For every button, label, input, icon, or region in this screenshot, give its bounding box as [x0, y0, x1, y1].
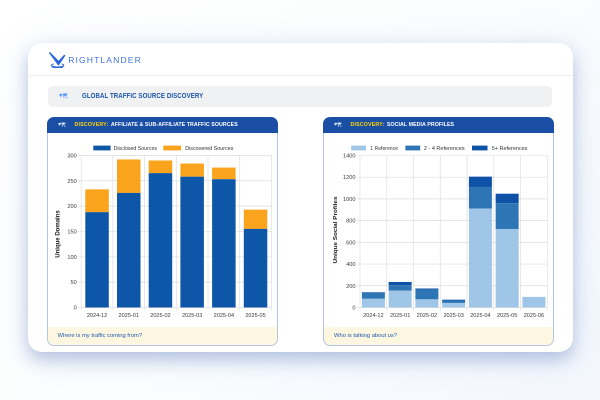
svg-text:2025-05: 2025-05: [245, 313, 265, 319]
svg-text:Disclosed Sources: Disclosed Sources: [113, 146, 156, 152]
svg-text:250: 250: [67, 178, 76, 184]
svg-text:1 Reference: 1 Reference: [370, 146, 398, 152]
svg-text:2025-02: 2025-02: [150, 313, 170, 319]
svg-text:1000: 1000: [343, 196, 355, 202]
svg-text:5+ References: 5+ References: [492, 146, 528, 152]
svg-text:0: 0: [352, 305, 355, 311]
svg-text:Discovered Sources: Discovered Sources: [185, 146, 233, 152]
svg-text:2025-05: 2025-05: [497, 313, 517, 319]
svg-text:2025-01: 2025-01: [390, 313, 410, 319]
svg-text:200: 200: [346, 283, 355, 289]
svg-text:2025-03: 2025-03: [181, 313, 201, 319]
svg-text:Unique Domains: Unique Domains: [55, 209, 61, 257]
svg-text:2025-01: 2025-01: [118, 313, 138, 319]
svg-text:2025-04: 2025-04: [470, 313, 490, 319]
svg-text:800: 800: [346, 218, 355, 224]
svg-text:400: 400: [346, 262, 355, 268]
svg-text:2 - 4 References: 2 - 4 References: [424, 146, 465, 152]
svg-text:100: 100: [67, 254, 76, 260]
svg-text:2025-02: 2025-02: [417, 313, 437, 319]
svg-text:50: 50: [70, 280, 76, 286]
svg-text:300: 300: [67, 153, 76, 159]
svg-text:Unique Social Profiles: Unique Social Profiles: [333, 196, 339, 263]
svg-text:2025-06: 2025-06: [524, 313, 544, 319]
svg-text:2024-12: 2024-12: [86, 313, 106, 319]
svg-text:600: 600: [346, 240, 355, 246]
svg-text:1200: 1200: [343, 175, 355, 181]
svg-text:2025-03: 2025-03: [443, 313, 463, 319]
svg-text:150: 150: [67, 229, 76, 235]
svg-text:2025-04: 2025-04: [213, 313, 233, 319]
svg-text:1400: 1400: [343, 153, 355, 159]
svg-text:0: 0: [73, 305, 76, 311]
svg-text:200: 200: [67, 204, 76, 210]
svg-text:2024-12: 2024-12: [363, 313, 383, 319]
